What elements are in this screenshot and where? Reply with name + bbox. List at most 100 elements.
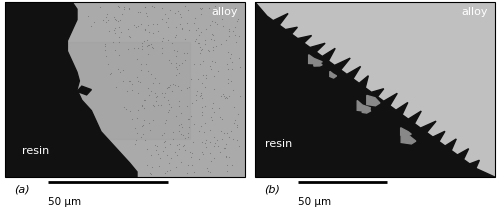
Point (214, 144, 222, 148)
Point (106, 29, 114, 32)
Point (134, 47, 142, 50)
Point (190, 21, 198, 25)
Point (226, 57, 234, 60)
Point (183, 51, 191, 54)
Point (164, 86, 172, 89)
Point (235, 145, 243, 148)
Point (138, 105, 145, 108)
Point (137, 68, 145, 71)
Point (150, 105, 158, 108)
Point (152, 149, 160, 152)
Polygon shape (77, 86, 92, 95)
Point (149, 31, 157, 34)
Point (143, 148, 151, 151)
Point (143, 39, 151, 42)
Point (186, 126, 194, 129)
Point (167, 156, 175, 160)
Point (123, 90, 131, 93)
Point (215, 106, 223, 109)
Point (211, 60, 219, 64)
Point (150, 103, 158, 107)
Point (207, 67, 215, 71)
Point (175, 142, 183, 145)
Bar (58, 42, 190, 139)
Point (208, 106, 216, 110)
Point (144, 43, 152, 47)
Point (207, 115, 215, 118)
Point (224, 97, 232, 100)
Polygon shape (400, 128, 411, 136)
Point (202, 74, 210, 77)
Point (220, 131, 228, 135)
Text: 50 μm: 50 μm (298, 197, 332, 207)
Point (136, 10, 143, 14)
Point (219, 92, 227, 95)
Point (162, 12, 170, 15)
Point (202, 104, 209, 108)
Point (198, 7, 206, 10)
Point (96, 5, 104, 9)
Point (188, 101, 196, 105)
Point (208, 118, 216, 122)
Point (146, 72, 154, 75)
Point (196, 6, 204, 10)
Point (224, 82, 232, 85)
Point (177, 111, 185, 115)
Point (132, 138, 140, 141)
Point (184, 8, 192, 11)
Point (158, 40, 166, 43)
Point (138, 44, 146, 48)
Point (201, 42, 209, 45)
Text: alloy: alloy (462, 7, 488, 17)
Point (212, 20, 220, 24)
Point (210, 4, 218, 8)
Point (124, 47, 132, 51)
Point (111, 27, 119, 30)
Point (198, 8, 205, 11)
Point (128, 89, 136, 92)
Point (178, 27, 186, 31)
Point (211, 11, 219, 14)
Point (198, 111, 206, 114)
Point (192, 98, 200, 102)
Point (236, 57, 244, 60)
Point (134, 57, 141, 61)
Point (116, 18, 124, 21)
Point (138, 48, 145, 51)
Point (197, 48, 205, 51)
Point (200, 131, 208, 134)
Point (152, 99, 160, 103)
Point (194, 78, 202, 81)
Point (169, 130, 177, 134)
Point (147, 89, 155, 93)
Point (151, 91, 159, 94)
Point (144, 23, 152, 26)
Point (229, 88, 237, 91)
Point (116, 5, 124, 9)
Point (134, 25, 142, 28)
Point (101, 42, 109, 45)
Point (225, 29, 233, 33)
Point (172, 54, 180, 57)
Point (217, 42, 225, 46)
Point (152, 95, 160, 99)
Point (206, 23, 214, 27)
Point (124, 27, 132, 31)
Point (232, 19, 240, 22)
Point (198, 150, 206, 154)
Point (84, 15, 92, 18)
Point (114, 19, 122, 23)
Point (169, 83, 177, 86)
Point (131, 142, 139, 146)
Point (170, 48, 177, 52)
Point (222, 142, 230, 146)
Point (139, 132, 147, 136)
Point (100, 44, 108, 47)
Point (154, 152, 162, 155)
Point (228, 164, 235, 167)
Point (192, 38, 200, 41)
Point (234, 113, 242, 116)
Point (146, 172, 154, 175)
Point (167, 61, 175, 65)
Point (126, 35, 134, 39)
